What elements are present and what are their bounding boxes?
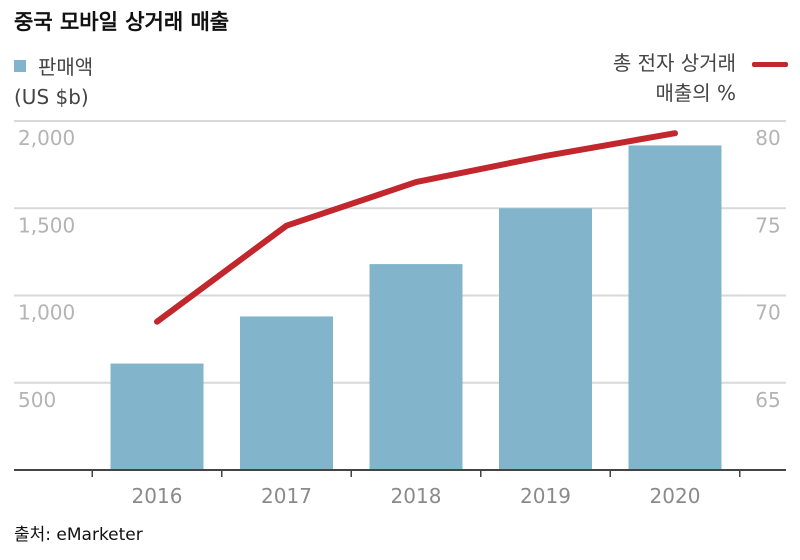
line-legend: 총 전자 상거래 매출의 % xyxy=(612,48,788,108)
chart-title: 중국 모바일 상거래 매출 xyxy=(14,10,230,34)
right-axis-tick: 70 xyxy=(755,301,780,325)
line-legend-sample xyxy=(752,62,788,67)
x-axis-label: 2016 xyxy=(132,484,183,508)
left-axis-tick: 1,000 xyxy=(18,301,75,325)
left-axis-tick: 2,000 xyxy=(18,126,75,150)
left-axis-tick: 1,500 xyxy=(18,213,75,237)
bar xyxy=(369,264,463,470)
x-axis-label: 2018 xyxy=(391,484,442,508)
bar xyxy=(240,316,333,470)
bar-legend-label: 판매액 xyxy=(38,55,94,79)
line-legend-label: 총 전자 상거래 xyxy=(612,51,736,75)
bar-legend-unit: (US $b) xyxy=(14,85,89,109)
bar xyxy=(110,363,204,470)
bar xyxy=(628,145,722,470)
line-legend-unit: 매출의 % xyxy=(655,81,736,105)
right-axis-tick: 65 xyxy=(755,388,780,412)
left-axis-tick: 500 xyxy=(18,388,56,412)
bar xyxy=(499,208,592,470)
x-axis-label: 2017 xyxy=(261,484,312,508)
bar-legend-swatch xyxy=(14,60,26,72)
right-axis-tick: 80 xyxy=(755,126,780,150)
right-axis-tick: 75 xyxy=(755,213,780,237)
bar-legend: 판매액 (US $b) xyxy=(14,52,93,112)
x-axis-label: 2020 xyxy=(650,484,701,508)
source-note: 출처: eMarketer xyxy=(14,525,143,545)
x-axis-label: 2019 xyxy=(520,484,571,508)
